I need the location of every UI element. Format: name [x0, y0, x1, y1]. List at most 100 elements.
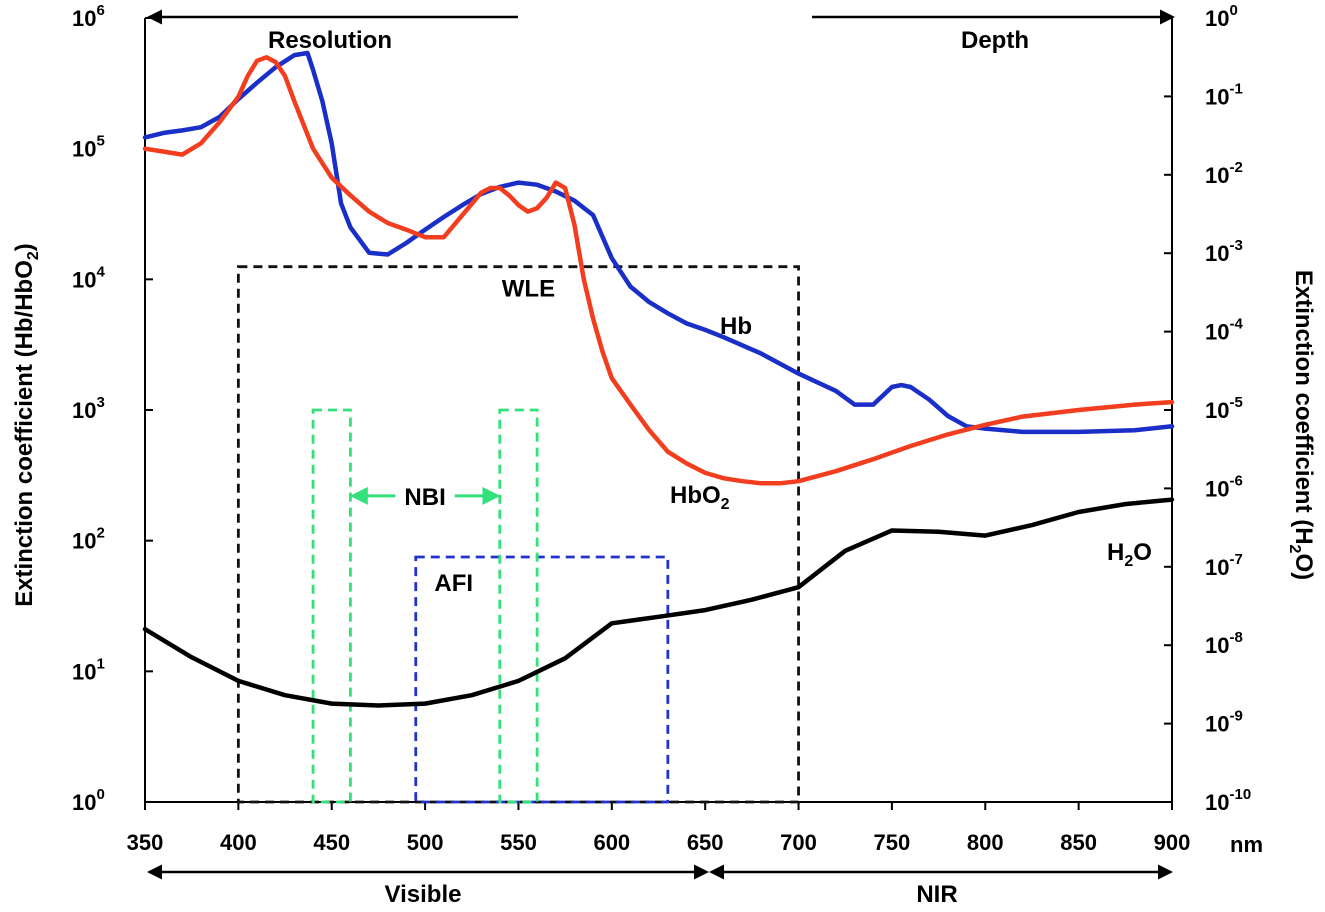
x-unit-label: nm: [1230, 832, 1263, 857]
x-tick-label: 450: [313, 830, 350, 855]
series-line-HbO2: [142, 55, 1175, 486]
title-subscript: 2: [1286, 545, 1303, 554]
nbi-label: NBI: [404, 484, 445, 511]
x-tick-label: 500: [407, 830, 444, 855]
y-left-tick-label: 105: [72, 133, 105, 162]
x-tick-label: 600: [593, 830, 630, 855]
label-main: HbO: [670, 482, 721, 509]
y-left-tick-label: 103: [72, 394, 105, 423]
tick-exponent: 2: [96, 525, 104, 542]
tick-base: 10: [72, 267, 96, 292]
visible-label: Visible: [385, 881, 462, 908]
tick-exponent: -7: [1229, 551, 1242, 568]
filter-boxes: WLE AFI NBI: [236, 265, 800, 804]
title-end: ): [11, 243, 38, 251]
y-right-tick-label: 10-4: [1205, 316, 1243, 345]
title-end: O): [1290, 553, 1317, 580]
nir-label: NIR: [916, 881, 957, 908]
label-subscript: 2: [721, 496, 730, 513]
tick-exponent: -4: [1229, 316, 1243, 333]
tick-base: 10: [1205, 6, 1229, 31]
y-right-tick-label: 10-2: [1205, 159, 1243, 188]
tick-exponent: -3: [1229, 237, 1242, 254]
tick-exponent: 0: [1229, 2, 1237, 19]
tick-base: 10: [1205, 476, 1229, 501]
tick-base: 10: [72, 659, 96, 684]
y-right-tick-label: 100: [1205, 2, 1238, 31]
box-label-AFI: AFI: [434, 570, 473, 597]
tick-exponent: -2: [1229, 159, 1242, 176]
x-tick-label: 650: [687, 830, 724, 855]
tick-exponent: -1: [1229, 80, 1242, 97]
tick-exponent: -9: [1229, 708, 1242, 725]
tick-exponent: 3: [96, 394, 104, 411]
series-lines: [142, 50, 1175, 708]
tick-base: 10: [1205, 241, 1229, 266]
tick-exponent: 6: [96, 2, 104, 19]
box-AFI: [414, 555, 670, 804]
tick-base: 10: [72, 6, 96, 31]
x-tick-label: 400: [220, 830, 257, 855]
box-label-WLE: WLE: [502, 276, 555, 303]
tick-exponent: -10: [1229, 786, 1251, 803]
series-label-HbO2: HbO2: [670, 482, 730, 513]
title-text: Extinction coefficient (Hb/HbO: [11, 260, 38, 607]
arrows: Resolution Depth Visible NIR: [147, 9, 1175, 908]
tick-base: 10: [1205, 320, 1229, 345]
tick-exponent: -6: [1229, 472, 1242, 489]
y-right-tick-label: 10-8: [1205, 629, 1243, 658]
tick-exponent: 1: [96, 655, 104, 672]
series-line-H2O: [142, 497, 1175, 708]
tick-base: 10: [72, 137, 96, 162]
x-tick-label: 750: [874, 830, 911, 855]
tick-base: 10: [1205, 712, 1229, 737]
y-left-tick-label: 106: [72, 2, 105, 31]
resolution-label: Resolution: [268, 27, 392, 54]
label-main: Hb: [720, 313, 752, 340]
title-subscript: 2: [25, 251, 42, 260]
y-right-tick-label: 10-3: [1205, 237, 1243, 266]
x-tick-label: 350: [127, 830, 164, 855]
y-right-tick-label: 10-5: [1205, 394, 1243, 423]
y-left-tick-label: 100: [72, 786, 105, 815]
tick-base: 10: [1205, 163, 1229, 188]
tick-base: 10: [1205, 84, 1229, 109]
box-WLE: [236, 265, 800, 804]
y-left-tick-label: 101: [72, 655, 105, 684]
tick-base: 10: [1205, 398, 1229, 423]
y-right-tick-label: 10-10: [1205, 786, 1251, 815]
y-right-tick-label: 10-6: [1205, 472, 1243, 501]
tick-exponent: 0: [96, 786, 104, 803]
x-tick-label: 550: [500, 830, 537, 855]
series-line-Hb: [142, 50, 1175, 435]
title-text: Extinction coefficient (H: [1290, 270, 1317, 545]
tick-base: 10: [1205, 790, 1229, 815]
tick-base: 10: [72, 790, 96, 815]
axes: 350 400 450 500 550 600 650 700 750 800 850 900 nm10…: [11, 2, 1317, 857]
label-subscript: 2: [1124, 553, 1133, 570]
y-right-tick-label: 10-9: [1205, 708, 1243, 737]
y-right-axis-title: Extinction coefficient (H2O): [1286, 270, 1317, 580]
y-left-tick-label: 104: [72, 263, 105, 292]
tick-base: 10: [72, 398, 96, 423]
box-NBI-blue: [311, 408, 352, 804]
x-tick-label: 900: [1154, 830, 1191, 855]
box-NBI-green: [498, 408, 539, 804]
tick-exponent: -8: [1229, 629, 1242, 646]
label-main: H: [1107, 539, 1124, 566]
tick-base: 10: [72, 529, 96, 554]
tick-exponent: 5: [96, 133, 104, 150]
series-label-H2O: H2O: [1107, 539, 1152, 570]
x-tick-label: 800: [967, 830, 1004, 855]
y-left-tick-label: 102: [72, 525, 105, 554]
depth-label: Depth: [961, 27, 1029, 54]
y-left-axis-title: Extinction coefficient (Hb/HbO2): [11, 243, 42, 607]
x-tick-label: 850: [1060, 830, 1097, 855]
tick-exponent: 4: [96, 263, 105, 280]
label-end: O: [1133, 539, 1152, 566]
series-label-Hb: Hb: [720, 313, 752, 340]
tick-exponent: -5: [1229, 394, 1242, 411]
y-right-tick-label: 10-7: [1205, 551, 1243, 580]
